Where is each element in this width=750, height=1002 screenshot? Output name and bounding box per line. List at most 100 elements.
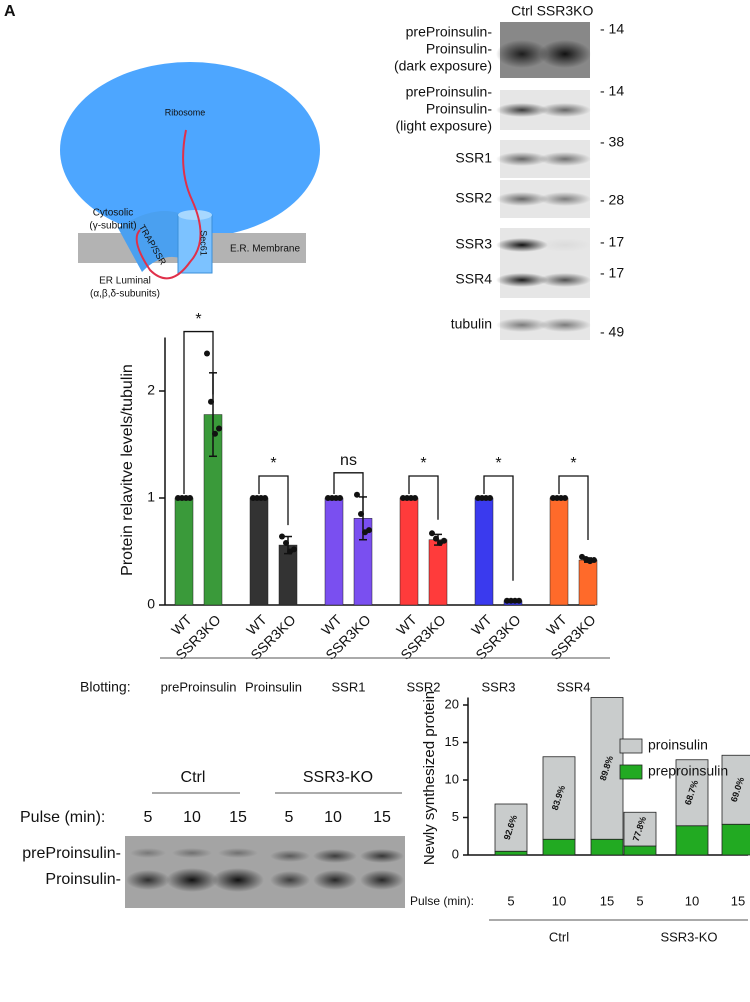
gel-band (313, 849, 357, 863)
mw-marker: - 38 (600, 134, 624, 150)
bar (174, 497, 194, 606)
bar (549, 497, 569, 606)
group-label: SSR3 (482, 679, 516, 694)
group-label: Proinsulin (245, 679, 302, 694)
y-tick-label: 15 (445, 734, 459, 749)
ribosome-shape (60, 62, 320, 238)
data-point (562, 495, 568, 501)
gel-band (212, 868, 264, 892)
blot-row-label: Proinsulin- (426, 41, 492, 57)
band-label: Proinsulin- (45, 871, 121, 888)
panel-label: A (4, 3, 16, 20)
pulse-value: 15 (373, 809, 391, 826)
blot-row-label: tubulin (451, 316, 492, 332)
bar (249, 497, 269, 606)
significance-label: * (570, 455, 576, 472)
x-tick-label: 5 (507, 893, 514, 908)
blot-row-label: SSR4 (455, 271, 492, 287)
mw-marker: - 14 (600, 83, 624, 99)
data-point (212, 430, 218, 437)
significance-bracket (408, 475, 439, 520)
bar-segment (721, 754, 750, 825)
pulse-value: 10 (183, 809, 201, 826)
blot-row-label: (light exposure) (396, 118, 493, 134)
significance-bracket (183, 330, 214, 494)
x-tick-label: 10 (685, 893, 699, 908)
data-point (279, 533, 285, 540)
bar (399, 497, 419, 606)
y-tick-label: 0 (147, 596, 155, 612)
y-tick-label: 0 (452, 846, 459, 861)
diagram-label: (α,β,δ-subunits) (90, 289, 160, 300)
bar (324, 497, 344, 606)
x-tick-label: 5 (636, 893, 643, 908)
bar (474, 497, 494, 606)
data-point (433, 535, 439, 542)
pulse-gel: Ctrl SSR3-KO Pulse (min): 5 10 15 5 10 1… (20, 769, 405, 908)
gel-band (360, 849, 404, 863)
bar-segment (494, 850, 528, 856)
data-point (429, 530, 435, 537)
y-axis-label: Protein relavitve levels/tubulin (119, 364, 136, 576)
bar-segment (675, 759, 709, 827)
x-tick-label: 15 (600, 893, 614, 908)
group-label: SSR3-KO (303, 769, 373, 786)
blot-row-label: preProinsulin- (406, 24, 493, 40)
bar-segment (494, 803, 528, 852)
blot-row-label: Proinsulin- (426, 101, 492, 117)
gel-band (360, 870, 404, 890)
group-label: preProinsulin (161, 679, 237, 694)
bar-segment (590, 697, 624, 840)
band-label: preProinsulin- (22, 845, 121, 862)
mw-marker: - 17 (600, 265, 624, 281)
group-label: SSR1 (332, 679, 366, 694)
diagram-label: ER Luminal (99, 276, 151, 287)
group-label: Ctrl (181, 769, 206, 786)
blot-band (539, 192, 591, 206)
blot-band (496, 192, 548, 206)
polypeptide (135, 129, 202, 280)
significance-bracket (258, 475, 289, 526)
bar (428, 539, 448, 606)
data-point (262, 495, 268, 501)
x-axis-label: Pulse (min): (410, 894, 474, 908)
group-label: SSR3-KO (660, 929, 717, 944)
y-tick-label: 5 (452, 809, 459, 824)
blot-band (496, 103, 548, 117)
y-axis-label: Newly synthesized protein (421, 691, 438, 865)
significance-bracket (333, 472, 364, 499)
y-tick-label: 1 (147, 489, 155, 505)
blot-row-label: SSR3 (455, 236, 492, 252)
blot-band (539, 318, 591, 332)
group-label: Ctrl (549, 929, 569, 944)
data-point (412, 495, 418, 501)
legend-label: preproinsulin (648, 763, 728, 779)
legend-swatch (619, 764, 643, 780)
group-label: SSR2 (407, 679, 441, 694)
data-point (337, 495, 343, 501)
y-tick-label: 2 (147, 382, 155, 398)
lane-label: SSR3KO (537, 3, 594, 19)
blot-band (539, 152, 591, 166)
data-point (187, 495, 193, 501)
pulse-value: 10 (324, 809, 342, 826)
x-tick-label: 10 (552, 893, 566, 908)
bar-segment (721, 823, 750, 856)
blot-band (496, 40, 548, 68)
bar-segment (623, 845, 657, 856)
y-tick-label: 20 (445, 696, 459, 711)
mw-marker: - 28 (600, 192, 624, 208)
sec61-top (178, 210, 212, 220)
gel-band (166, 868, 218, 892)
diagram-label: Cytosolic (93, 208, 134, 219)
significance-label: ns (340, 452, 357, 469)
gel-band (126, 870, 170, 890)
diagram: Ribosome Cytosolic (γ-subunit) E.R. Memb… (60, 62, 320, 300)
blot-band (539, 103, 591, 117)
significance-bracket (558, 475, 589, 541)
data-point (216, 425, 222, 432)
data-point (291, 546, 297, 553)
pulse-value: 5 (144, 809, 153, 826)
diagram-label: (γ-subunit) (89, 221, 136, 232)
